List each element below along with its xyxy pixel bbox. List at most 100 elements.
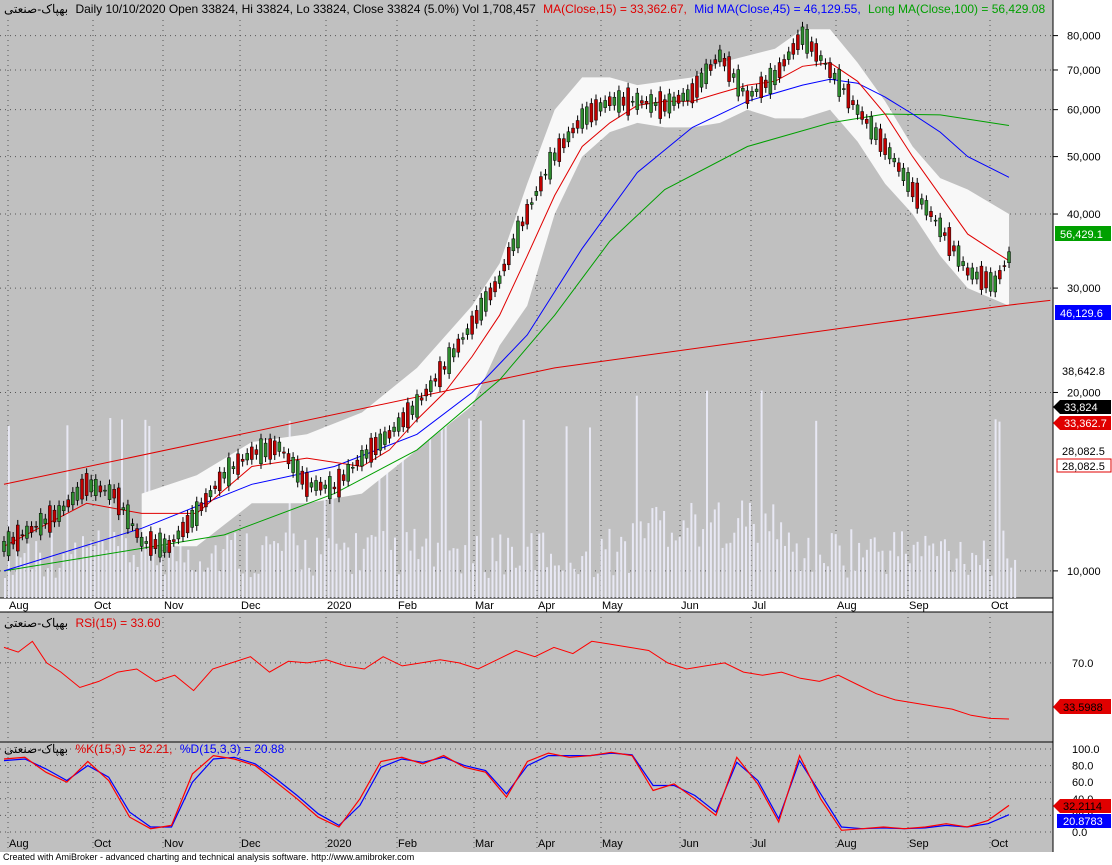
volume-bar [358, 570, 361, 598]
svg-text:33,362.7: 33,362.7 [1064, 418, 1107, 430]
volume-bar [210, 553, 213, 598]
candle-body [786, 51, 791, 60]
candle-body [107, 484, 112, 500]
volume-bar [702, 529, 705, 598]
candle-body [470, 315, 474, 335]
candle-body [38, 513, 43, 536]
volume-bar [245, 533, 248, 598]
volume-bar [889, 550, 892, 598]
volume-bar [951, 571, 954, 598]
candle-body [314, 480, 318, 491]
volume-bar [397, 574, 400, 598]
volume-bar [27, 543, 30, 598]
candle-body [837, 68, 841, 97]
volume-bar [401, 425, 404, 598]
candle-body [552, 152, 557, 161]
volume-bar [904, 553, 907, 598]
volume-bar [862, 557, 864, 598]
volume-bar [78, 560, 81, 598]
volume-bar [436, 542, 439, 598]
xtick-label-stoch: Sep [909, 838, 929, 850]
candle-body [378, 433, 383, 451]
volume-bar [507, 537, 510, 598]
candle-body [952, 245, 956, 252]
candle-body [731, 73, 736, 78]
candle-body [474, 310, 479, 324]
volume-bar [589, 427, 591, 598]
badge-d: 20.8783 [1057, 814, 1111, 828]
xtick-label-stoch: Jun [681, 838, 699, 850]
candle-body [204, 493, 208, 508]
volume-bar [620, 536, 623, 598]
candle-body [557, 138, 562, 162]
volume-bar [514, 567, 517, 598]
volume-bar [175, 561, 178, 598]
stoch-ytick-label: 60.0 [1072, 777, 1093, 789]
candle-body [172, 539, 176, 542]
candle-body [484, 291, 488, 312]
volume-bar [639, 521, 642, 598]
volume-bar [897, 556, 900, 598]
volume-bar [959, 541, 962, 598]
volume-bar [932, 543, 935, 598]
candle-body [507, 246, 511, 266]
volume-bar [651, 508, 654, 598]
candle-body [630, 100, 635, 103]
volume-bar [452, 548, 455, 598]
candle-body [773, 70, 777, 86]
volume-bar [912, 544, 915, 598]
candle-body [461, 337, 465, 340]
volume-bar [655, 506, 658, 598]
volume-bar [54, 577, 57, 598]
volume-bar [811, 571, 814, 598]
xtick-label-price: Sep [909, 600, 929, 612]
candle-body [534, 191, 539, 196]
candle-body [754, 88, 759, 92]
volume-bar [253, 573, 256, 598]
volume-bar [440, 422, 443, 598]
candle-body [213, 485, 217, 489]
volume-bar [105, 550, 108, 598]
xtick-label-stoch: Oct [991, 838, 1008, 850]
candle-body [851, 100, 855, 106]
candle-body [71, 491, 75, 506]
candle-body [842, 88, 846, 90]
candle-body [979, 265, 984, 290]
volume-bar [522, 419, 525, 598]
candle-body [791, 43, 796, 55]
volume-bar [370, 535, 373, 598]
volume-bar [319, 554, 322, 598]
volume-bar [826, 566, 829, 598]
candle-body [286, 453, 291, 465]
candle-body [323, 484, 327, 489]
candle-body [864, 119, 869, 124]
candle-body [75, 486, 80, 501]
volume-bar [425, 538, 428, 598]
volume-bar [557, 565, 560, 598]
volume-bar [347, 547, 350, 598]
volume-bar [577, 574, 580, 598]
volume-bar [444, 421, 447, 598]
candle-body [387, 430, 392, 439]
candle-body [915, 182, 919, 209]
stoch-header: بهپاک-صنعتی %K(15,3) = 32.21, %D(15,3,3)… [4, 742, 285, 756]
volume-bar [202, 571, 205, 598]
volume-bar [429, 423, 432, 598]
candle-body [2, 540, 6, 552]
volume-bar [733, 532, 736, 598]
candle-body [291, 457, 295, 473]
xtick-label-stoch: Nov [164, 838, 184, 850]
volume-bar [163, 574, 166, 598]
candle-body [43, 518, 48, 524]
candle-body [594, 99, 598, 121]
xtick-label-price: Aug [9, 600, 29, 612]
volume-bar [538, 533, 541, 598]
candle-body [924, 200, 929, 216]
volume-bar [838, 545, 841, 598]
volume-bar [823, 563, 825, 598]
volume-bar [709, 522, 712, 598]
volume-bar [678, 537, 681, 598]
volume-bar [464, 545, 467, 598]
volume-bar [573, 568, 576, 598]
candle-body [162, 538, 167, 553]
